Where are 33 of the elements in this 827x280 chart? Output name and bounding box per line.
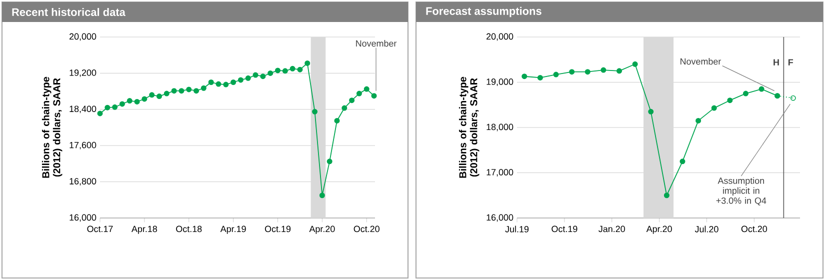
y-tick-label: 17,600	[70, 142, 96, 150]
y-tick-label: 17,000	[486, 169, 514, 176]
y-axis-title: Billions of chain-type (2012) dollars, SAAR	[458, 76, 480, 178]
x-tick-label: Jan.20	[598, 226, 625, 232]
x-tick-label: Apr.20	[309, 226, 335, 234]
annotation: November	[356, 40, 397, 47]
chart-title: Recent historical data	[12, 8, 126, 16]
x-tick-label: Jul.19	[505, 226, 529, 232]
x-tick-label: Oct.17	[87, 226, 113, 232]
chart-title: Forecast assumptions	[426, 6, 542, 18]
x-tick-label: Jul.20	[694, 226, 718, 232]
x-tick-label: Oct.19	[552, 226, 578, 232]
y-tick-label: 19,000	[486, 78, 514, 86]
x-tick-label: Apr.19	[220, 226, 246, 234]
y-axis-title: Billions of chain-type (2012) dollars, SAAR	[42, 76, 62, 178]
x-tick-label: Oct.19	[264, 226, 291, 232]
y-tick-label: 18,000	[486, 124, 514, 132]
x-tick-label: Oct.18	[176, 226, 202, 232]
y-tick-label: 16,800	[70, 178, 96, 186]
x-tick-label: Apr.20	[646, 226, 672, 234]
y-tick-label: 20,000	[486, 33, 514, 41]
x-tick-label: Oct.20	[354, 226, 380, 232]
annotation: Assumption implicit in +3.0% in Q4	[716, 177, 766, 206]
y-tick-label: 16,000	[486, 214, 514, 222]
annotation: F	[788, 59, 794, 66]
annotation: H	[774, 59, 779, 66]
y-tick-label: 20,000	[70, 33, 96, 41]
annotation: November	[680, 58, 721, 65]
x-tick-label: Apr.18	[131, 226, 158, 234]
y-tick-label: 19,200	[70, 69, 96, 77]
x-tick-label: Oct.20	[741, 226, 768, 232]
y-tick-label: 16,000	[70, 214, 96, 222]
y-tick-label: 18,400	[70, 106, 96, 114]
